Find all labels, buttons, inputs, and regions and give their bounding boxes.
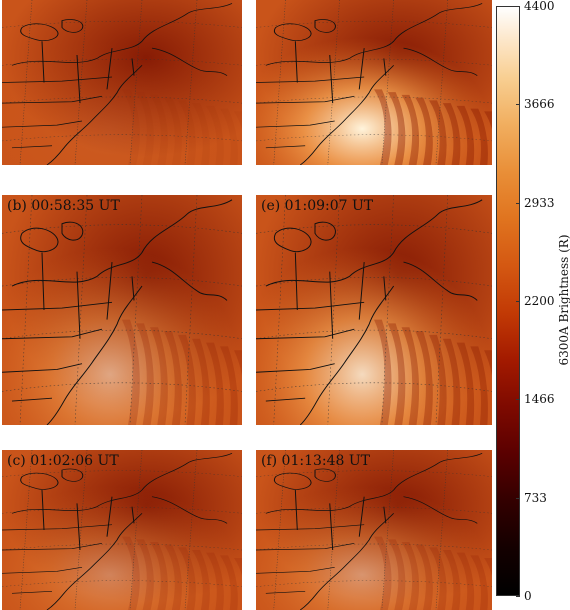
airglow-map	[2, 450, 242, 610]
airglow-map	[256, 450, 492, 610]
panel-b: (b) 00:58:35 UT	[2, 195, 242, 425]
colorbar-tick-label: 2933	[524, 195, 555, 210]
colorbar-tick-mark	[516, 301, 520, 302]
colorbar-tick-mark	[516, 202, 520, 204]
airglow-map	[2, 195, 242, 425]
colorbar-tick-label: 1466	[524, 392, 555, 407]
panel-f-label: (f) 01:13:48 UT	[261, 453, 371, 469]
colorbar-tick-label: 2200	[524, 294, 555, 308]
colorbar-tick-label: 733	[524, 490, 547, 505]
panel-e-label: (e) 01:09:07 UT	[261, 198, 374, 214]
colorbar-tick-mark	[516, 497, 520, 499]
panel-c-label: (c) 01:02:06 UT	[7, 453, 119, 469]
colorbar-title: 6300A Brightness (R)	[557, 234, 570, 366]
panel-d	[256, 0, 492, 165]
colorbar-tick-mark	[516, 6, 520, 7]
colorbar-tick-mark	[516, 596, 520, 597]
panel-b-label: (b) 00:58:35 UT	[7, 198, 120, 214]
colorbar-tick-label: 3666	[524, 97, 555, 112]
colorbar-tick-mark	[516, 104, 520, 106]
colorbar-tick-label: 0	[524, 589, 532, 603]
panel-e: (e) 01:09:07 UT	[256, 195, 492, 425]
colorbar-tick-label: 4400	[524, 0, 555, 13]
airglow-map	[2, 0, 242, 165]
panel-c: (c) 01:02:06 UT	[2, 450, 242, 610]
panel-f: (f) 01:13:48 UT	[256, 450, 492, 610]
panel-a	[2, 0, 242, 165]
airglow-map	[256, 195, 492, 425]
airglow-map	[256, 0, 492, 165]
colorbar-tick-mark	[516, 399, 520, 401]
